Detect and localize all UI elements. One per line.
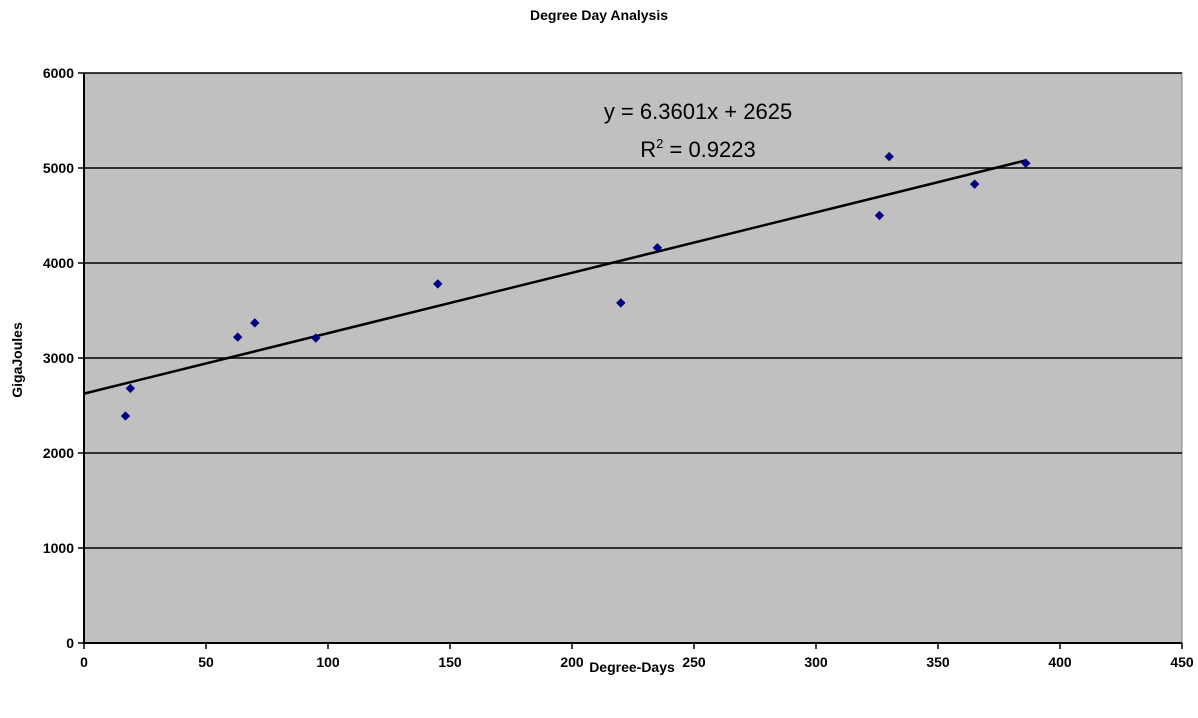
x-tick-label: 250 bbox=[682, 654, 706, 670]
trendline-group bbox=[83, 159, 1027, 395]
x-tick-label: 450 bbox=[1170, 654, 1194, 670]
gridlines bbox=[84, 72, 1182, 549]
y-tick-label: 3000 bbox=[43, 350, 74, 366]
trendline-equation: y = 6.3601x + 2625 bbox=[604, 99, 792, 124]
data-point bbox=[125, 383, 136, 394]
data-point bbox=[652, 243, 663, 253]
axes bbox=[78, 72, 1183, 649]
trendline bbox=[83, 159, 1027, 395]
x-tick-label: 50 bbox=[198, 654, 214, 670]
data-point bbox=[233, 332, 243, 342]
data-point bbox=[311, 333, 321, 343]
data-point bbox=[433, 279, 443, 289]
tick-labels: 0 1000 2000 3000 4000 5000 6000 0 50 100 150 200 250… bbox=[43, 65, 1194, 670]
data-point bbox=[616, 298, 626, 308]
trendline-equation-block: y = 6.3601x + 2625 R2 = 0.9223 bbox=[604, 99, 792, 162]
y-tick-label: 0 bbox=[66, 635, 74, 651]
data-points bbox=[120, 151, 1031, 421]
x-tick-label: 200 bbox=[560, 654, 584, 670]
r-squared-exponent: 2 bbox=[656, 136, 663, 151]
y-axis-title: GigaJoules bbox=[9, 322, 25, 398]
y-tick-label: 4000 bbox=[43, 255, 74, 271]
data-point bbox=[884, 151, 894, 162]
r-squared-value: = 0.9223 bbox=[663, 137, 755, 162]
y-tick-label: 2000 bbox=[43, 445, 74, 461]
x-tick-label: 400 bbox=[1048, 654, 1072, 670]
data-point bbox=[874, 210, 885, 221]
x-tick-label: 100 bbox=[316, 654, 340, 670]
x-axis-title: Degree-Days bbox=[589, 659, 675, 675]
y-tick-label: 1000 bbox=[43, 540, 74, 556]
r-squared-symbol: R bbox=[640, 137, 656, 162]
data-point bbox=[250, 318, 260, 328]
r-squared-label: R2 = 0.9223 bbox=[640, 136, 756, 162]
x-tick-label: 150 bbox=[438, 654, 462, 670]
data-point bbox=[969, 179, 980, 189]
y-tick-label: 6000 bbox=[43, 65, 74, 81]
chart-title: Degree Day Analysis bbox=[530, 7, 668, 23]
y-tick-label: 5000 bbox=[43, 160, 74, 176]
data-point bbox=[120, 411, 131, 421]
data-point bbox=[1021, 158, 1031, 168]
x-tick-label: 0 bbox=[80, 654, 88, 670]
x-tick-label: 350 bbox=[926, 654, 950, 670]
x-tick-label: 300 bbox=[804, 654, 828, 670]
